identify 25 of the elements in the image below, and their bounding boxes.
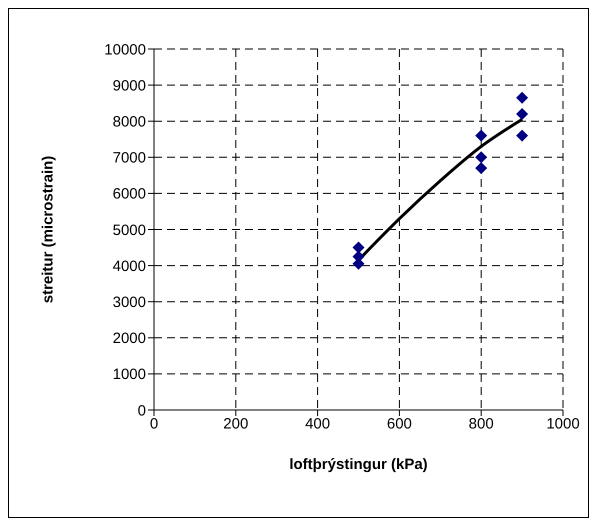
y-tick-label: 9000 (112, 77, 146, 94)
y-axis-title: streitur (microstrain) (39, 156, 56, 304)
point (475, 130, 488, 142)
x-tick-label: 200 (223, 416, 248, 433)
y-tick-label: 5000 (112, 222, 146, 239)
y-tick-label: 10000 (104, 41, 146, 58)
x-tick-label: 600 (386, 416, 412, 433)
y-tick-label: 0 (138, 402, 146, 420)
point (475, 151, 488, 164)
point (475, 162, 488, 174)
y-tick-label: 6000 (112, 186, 146, 203)
y-tick-label: 1000 (112, 366, 146, 384)
y-tick-label: 7000 (112, 150, 146, 167)
point (516, 130, 528, 142)
x-axis-title: loftþrýstingur (kPa) (289, 456, 428, 473)
x-tick-label: 800 (468, 416, 494, 433)
x-tick-label: 1000 (546, 416, 580, 433)
y-tick-label: 2000 (112, 330, 146, 348)
x-tick-label: 400 (305, 416, 330, 433)
point (516, 108, 528, 120)
y-tick-label: 8000 (112, 114, 146, 131)
y-tick-label: 4000 (112, 258, 146, 275)
x-tick-label: 0 (150, 416, 158, 433)
y-tick-label: 3000 (112, 294, 146, 312)
point (516, 92, 528, 104)
